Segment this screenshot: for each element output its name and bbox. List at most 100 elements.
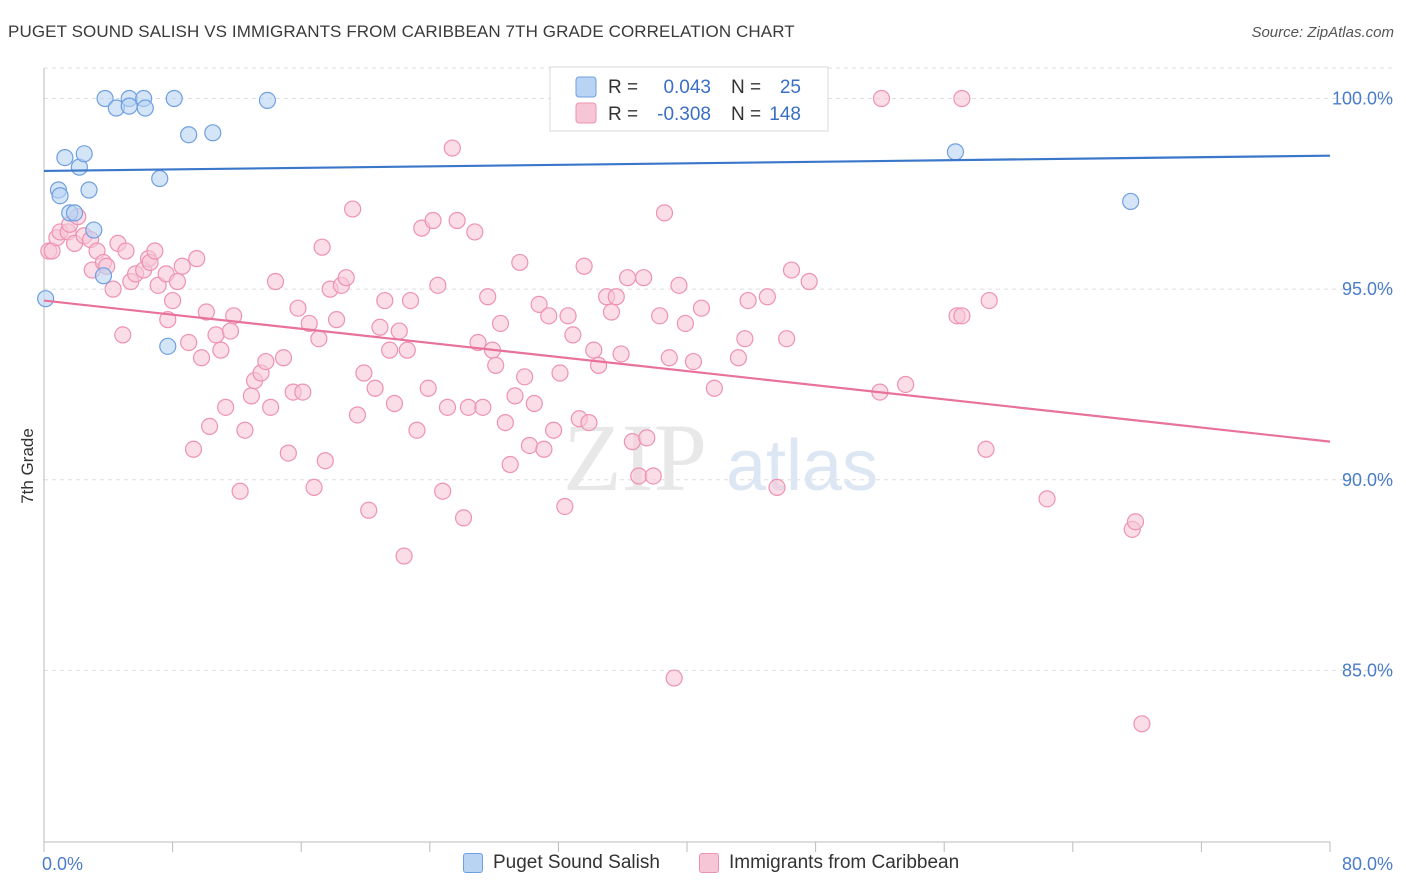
caribbean-point (782, 261, 801, 279)
caribbean-point (575, 257, 593, 275)
caribbean-point (197, 303, 215, 321)
chart-title: PUGET SOUND SALISH VS IMMIGRANTS FROM CA… (8, 22, 795, 41)
caribbean-point (525, 394, 543, 413)
caribbean-point (564, 326, 582, 344)
caribbean-point (262, 398, 280, 416)
caribbean-point (173, 257, 191, 275)
stats-legend-r-value: -0.308 (657, 104, 711, 125)
caribbean-point (953, 307, 971, 325)
stats-legend-r-label: R = (608, 104, 638, 125)
caribbean-point (117, 242, 135, 260)
caribbean-point (274, 349, 293, 367)
caribbean-point (207, 326, 225, 344)
caribbean-point (977, 440, 995, 458)
legend-swatch-pink (699, 853, 719, 873)
y-axis-title: 7th Grade (18, 428, 37, 504)
caribbean-point (355, 364, 373, 382)
caribbean-point (530, 295, 548, 313)
stats-legend-n-label: N = (731, 77, 761, 98)
stats-legend-r-label: R = (608, 77, 638, 98)
caribbean-point (872, 89, 891, 108)
caribbean-point (438, 398, 457, 416)
puget-point (37, 290, 55, 308)
y-tick-label: 85.0% (1342, 660, 1393, 680)
caribbean-point (980, 291, 998, 310)
stats-legend-r-value: 0.043 (663, 77, 711, 98)
caribbean-point (540, 307, 558, 325)
caribbean-point (266, 272, 285, 291)
legend-label: Puget Sound Salish (493, 852, 660, 873)
caribbean-point (623, 433, 641, 451)
y-tick-label: 95.0% (1342, 279, 1393, 299)
caribbean-point (316, 452, 334, 470)
puget-point (96, 89, 114, 108)
watermark-atlas: atlas (726, 426, 878, 506)
caribbean-point (376, 291, 394, 310)
caribbean-point (736, 330, 754, 348)
stats-legend-swatch-blue (575, 76, 597, 98)
caribbean-point (506, 387, 524, 405)
puget-point (151, 169, 169, 188)
caribbean-point (366, 379, 384, 397)
caribbean-point (337, 269, 355, 287)
caribbean-point (104, 280, 122, 298)
trend-lines (43, 154, 1331, 443)
caribbean-point (602, 303, 621, 321)
puget-point (946, 143, 965, 161)
chart-source: Source: ZipAtlas.com (1251, 24, 1394, 41)
caribbean-point (585, 341, 603, 359)
caribbean-point (778, 330, 796, 348)
caribbean-point (559, 307, 577, 325)
caribbean-point (146, 242, 164, 260)
puget-point (56, 149, 74, 167)
caribbean-point (257, 352, 275, 371)
caribbean-point (401, 291, 420, 310)
data-points (37, 89, 1151, 733)
puget-point (75, 145, 93, 163)
caribbean-point (408, 421, 426, 439)
caribbean-point (294, 383, 312, 401)
puget-point (165, 89, 183, 108)
caribbean-point (665, 669, 683, 687)
puget-point (120, 97, 138, 115)
caribbean-point (184, 440, 203, 458)
puget-point (94, 267, 113, 285)
legend-item-immigrants-from-caribbean: Immigrants from Caribbean (699, 852, 959, 874)
caribbean-point (487, 356, 505, 374)
caribbean-point (800, 272, 818, 291)
caribbean-point (684, 352, 703, 371)
caribbean-point (544, 421, 563, 439)
caribbean-point (180, 333, 198, 352)
caribbean-point (390, 322, 408, 340)
axes (43, 68, 1331, 852)
tick-labels: 85.0% 90.0% 95.0% 100.0% 0.0% 80.0% (42, 89, 1393, 874)
caribbean-point (607, 288, 625, 306)
caribbean-point (618, 269, 637, 287)
legend-label: Immigrants from Caribbean (729, 852, 960, 873)
caribbean-point (501, 455, 519, 474)
x-tick-label: 80.0% (1342, 854, 1393, 874)
caribbean-point (580, 413, 598, 432)
caribbean-point (419, 379, 437, 397)
caribbean-point (360, 501, 378, 519)
caribbean-point (651, 307, 669, 325)
puget-point (258, 91, 277, 110)
caribbean-point (305, 478, 323, 497)
caribbean-point (344, 200, 362, 218)
caribbean-point (474, 398, 492, 416)
caribbean-point (395, 547, 413, 565)
legend-item-puget-sound-salish: Puget Sound Salish (463, 852, 660, 874)
caribbean-point (535, 440, 553, 458)
stats-legend: R = 0.043 N = 25 R = -0.308 N = 148 (549, 66, 829, 132)
caribbean-point (348, 406, 367, 424)
stats-legend-n-value: 148 (769, 104, 801, 125)
caribbean-point (556, 497, 574, 516)
series-legend: Puget Sound Salish Immigrants from Carib… (0, 852, 1406, 878)
caribbean-point (385, 394, 404, 413)
caribbean-point (638, 429, 656, 447)
stats-legend-n-value: 25 (780, 77, 801, 98)
caribbean-point (279, 444, 297, 462)
caribbean-point (660, 349, 678, 367)
caribbean-point (289, 299, 307, 317)
caribbean-point (479, 288, 497, 306)
